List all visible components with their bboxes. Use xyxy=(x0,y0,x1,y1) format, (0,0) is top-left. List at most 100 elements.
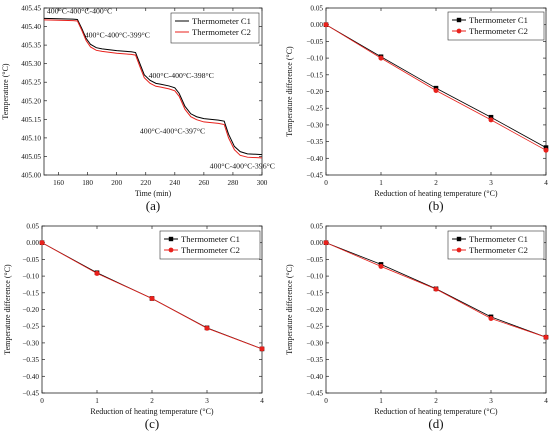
legend-box xyxy=(159,230,261,260)
x-tick-label: 3 xyxy=(489,397,493,405)
x-tick-label: 300 xyxy=(257,179,268,187)
data-point-circle xyxy=(378,55,384,61)
y-tick-label: −0.20 xyxy=(306,306,323,314)
x-tick-label: 3 xyxy=(205,397,209,405)
y-tick-label: 405.20 xyxy=(21,97,41,105)
legend-swatch-square xyxy=(456,17,462,23)
data-point-circle xyxy=(149,295,155,301)
y-tick-label: −0.05 xyxy=(306,256,323,264)
x-tick-label: 200 xyxy=(111,179,122,187)
x-tick-label: 3 xyxy=(489,179,493,187)
curve-annotation: 400°C-400°C-396°C xyxy=(210,162,275,171)
data-point-circle xyxy=(378,263,384,269)
y-tick-label: 0.05 xyxy=(310,5,323,13)
x-tick-label: 160 xyxy=(53,179,64,187)
y-tick-label: 405.45 xyxy=(21,5,41,13)
x-tick-label: 1 xyxy=(379,397,383,405)
y-tick-label: −0.05 xyxy=(306,38,323,46)
data-point-square xyxy=(543,145,549,150)
y-tick-label: −0.45 xyxy=(306,390,323,398)
y-tick-label: −0.20 xyxy=(306,88,323,96)
data-point-circle xyxy=(488,316,494,322)
x-tick-label: 1 xyxy=(95,397,99,405)
y-tick-label: −0.05 xyxy=(22,256,39,264)
y-tick-label: −0.40 xyxy=(22,373,39,381)
y-tick-label: −0.45 xyxy=(22,390,39,398)
x-tick-label: 4 xyxy=(260,397,264,405)
legend-label: Thermometer C1 xyxy=(192,16,251,26)
y-tick-label: 405.05 xyxy=(21,153,41,161)
x-axis-title: Time (min) xyxy=(135,189,172,198)
y-tick-label: 405.15 xyxy=(21,116,41,124)
x-tick-label: 280 xyxy=(228,179,239,187)
curve-annotation: 400°C-400°C-397°C xyxy=(140,126,205,135)
x-axis-title: Reduction of heating temperature (°C) xyxy=(90,407,213,416)
y-tick-label: −0.10 xyxy=(306,273,323,281)
panel-a: 160 180 200 220 240 260 280 300 405.00 405.05 405.… xyxy=(1,5,275,214)
legend-swatch-circle xyxy=(168,247,174,253)
y-tick-label: 0.05 xyxy=(310,223,323,231)
y-tick-label: −0.15 xyxy=(306,71,323,79)
data-point-circle xyxy=(259,346,265,352)
data-point-circle xyxy=(543,334,549,340)
x-tick-label: 4 xyxy=(544,397,548,405)
y-tick-label: −0.15 xyxy=(22,289,39,297)
y-axis-title: Temperature difference (°C) xyxy=(285,264,294,355)
data-point-circle xyxy=(204,325,210,331)
y-tick-label: −0.30 xyxy=(22,339,39,347)
curve-annotation: 400°C-400°C-400°C xyxy=(47,7,112,16)
panel-label: (a) xyxy=(146,198,160,213)
legend-label: Thermometer C2 xyxy=(469,245,528,255)
y-tick-label: 405.40 xyxy=(21,23,41,31)
x-tick-label: 1 xyxy=(379,179,383,187)
series-line xyxy=(44,19,262,159)
y-tick-label: 0.00 xyxy=(310,21,323,29)
y-tick-label: −0.10 xyxy=(22,273,39,281)
panel-label: (c) xyxy=(145,416,159,431)
y-tick-label: 405.25 xyxy=(21,79,41,87)
data-point-circle xyxy=(39,240,45,246)
y-axis-title: Temperature difference (°C) xyxy=(3,264,12,355)
x-tick-label: 2 xyxy=(434,397,438,405)
x-tick-label: 220 xyxy=(140,179,151,187)
y-tick-label: 0.00 xyxy=(310,239,323,247)
y-tick-label: 405.35 xyxy=(21,42,41,50)
legend-label: Thermometer C1 xyxy=(181,234,240,244)
legend-label: Thermometer C2 xyxy=(181,245,240,255)
x-tick-label: 0 xyxy=(324,179,328,187)
y-tick-label: 0.00 xyxy=(26,239,39,247)
y-tick-label: 0.05 xyxy=(26,223,39,231)
y-tick-label: −0.25 xyxy=(306,105,323,113)
data-point-circle xyxy=(433,286,439,292)
x-axis-title: Reduction of heating temperature (°C) xyxy=(374,189,497,198)
data-point-circle xyxy=(323,22,329,28)
legend-swatch-square xyxy=(456,236,462,242)
y-tick-label: −0.45 xyxy=(306,172,323,180)
legend-label: Thermometer C1 xyxy=(469,15,528,25)
x-axis-title: Reduction of heating temperature (°C) xyxy=(374,407,497,416)
data-point-square xyxy=(488,114,494,120)
y-axis-title: Temperature (°C) xyxy=(1,63,10,120)
legend-label: Thermometer C2 xyxy=(469,26,528,36)
y-tick-label: −0.25 xyxy=(306,323,323,331)
x-tick-label: 180 xyxy=(82,179,93,187)
legend-label: Thermometer C1 xyxy=(469,234,528,244)
data-point-circle xyxy=(94,270,100,276)
curve-annotation: 400°C-400°C-398°C xyxy=(149,71,214,80)
data-point-circle xyxy=(323,240,329,246)
plot-frame xyxy=(43,7,263,176)
data-point-circle xyxy=(543,147,549,153)
x-tick-label: 2 xyxy=(150,397,154,405)
y-axis-title: Temperature difference (°C) xyxy=(285,46,294,137)
y-tick-label: 405.00 xyxy=(21,172,41,180)
legend-swatch-circle xyxy=(456,28,462,34)
series-line xyxy=(44,17,262,156)
data-point-circle xyxy=(488,117,494,123)
x-tick-label: 2 xyxy=(434,179,438,187)
y-tick-label: 405.30 xyxy=(21,60,41,68)
panel-d: 0 1 2 3 4 −0.45 −0.40 −0.35 −0.30 −0.25 −0.20 −0.15… xyxy=(285,223,549,431)
y-tick-label: −0.20 xyxy=(22,306,39,314)
x-tick-label: 240 xyxy=(169,179,180,187)
y-tick-label: −0.25 xyxy=(22,323,39,331)
